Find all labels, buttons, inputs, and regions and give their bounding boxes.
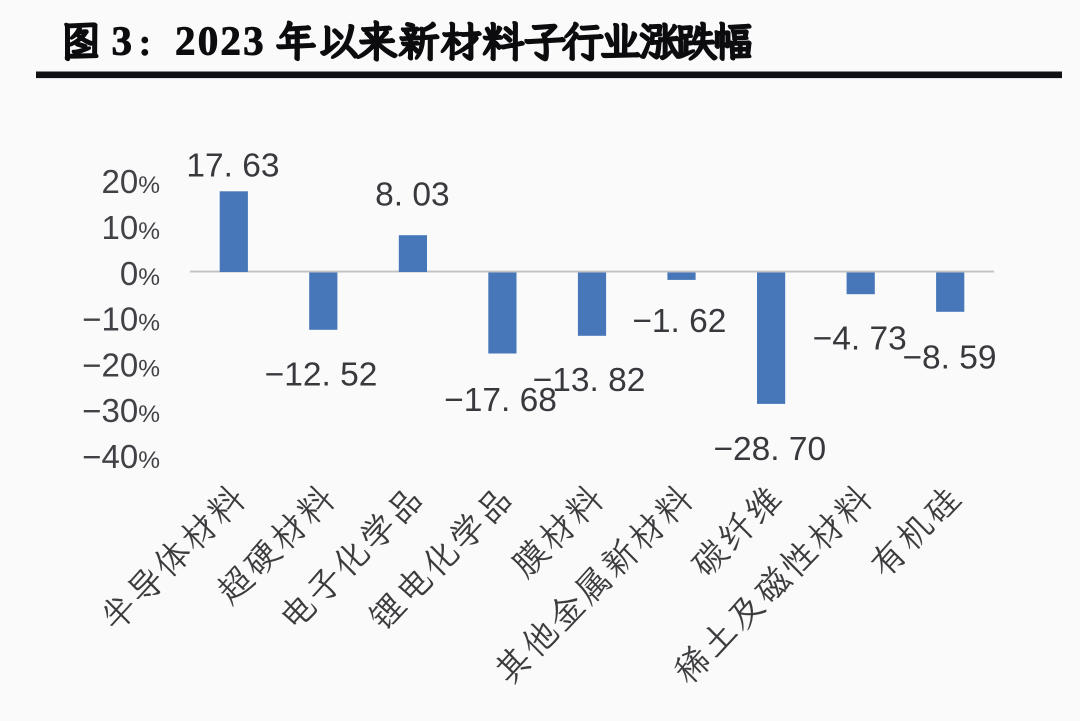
svg-text:8. 03: 8. 03 xyxy=(375,177,450,214)
svg-text:−8. 59: −8. 59 xyxy=(902,340,996,377)
svg-text:17. 63: 17. 63 xyxy=(186,148,279,185)
svg-text:−13. 82: −13. 82 xyxy=(533,362,646,399)
svg-text:3: 3 xyxy=(112,18,133,64)
svg-text:−17. 68: −17. 68 xyxy=(444,382,557,419)
svg-text:20%: 20% xyxy=(101,163,160,200)
svg-text:−12. 52: −12. 52 xyxy=(265,357,378,394)
svg-text:−28. 70: −28. 70 xyxy=(713,431,826,468)
svg-text:−1. 62: −1. 62 xyxy=(632,303,726,340)
svg-text:−4. 73: −4. 73 xyxy=(813,321,907,358)
svg-text:−10%: −10% xyxy=(82,301,160,338)
svg-text:2023: 2023 xyxy=(175,18,266,64)
